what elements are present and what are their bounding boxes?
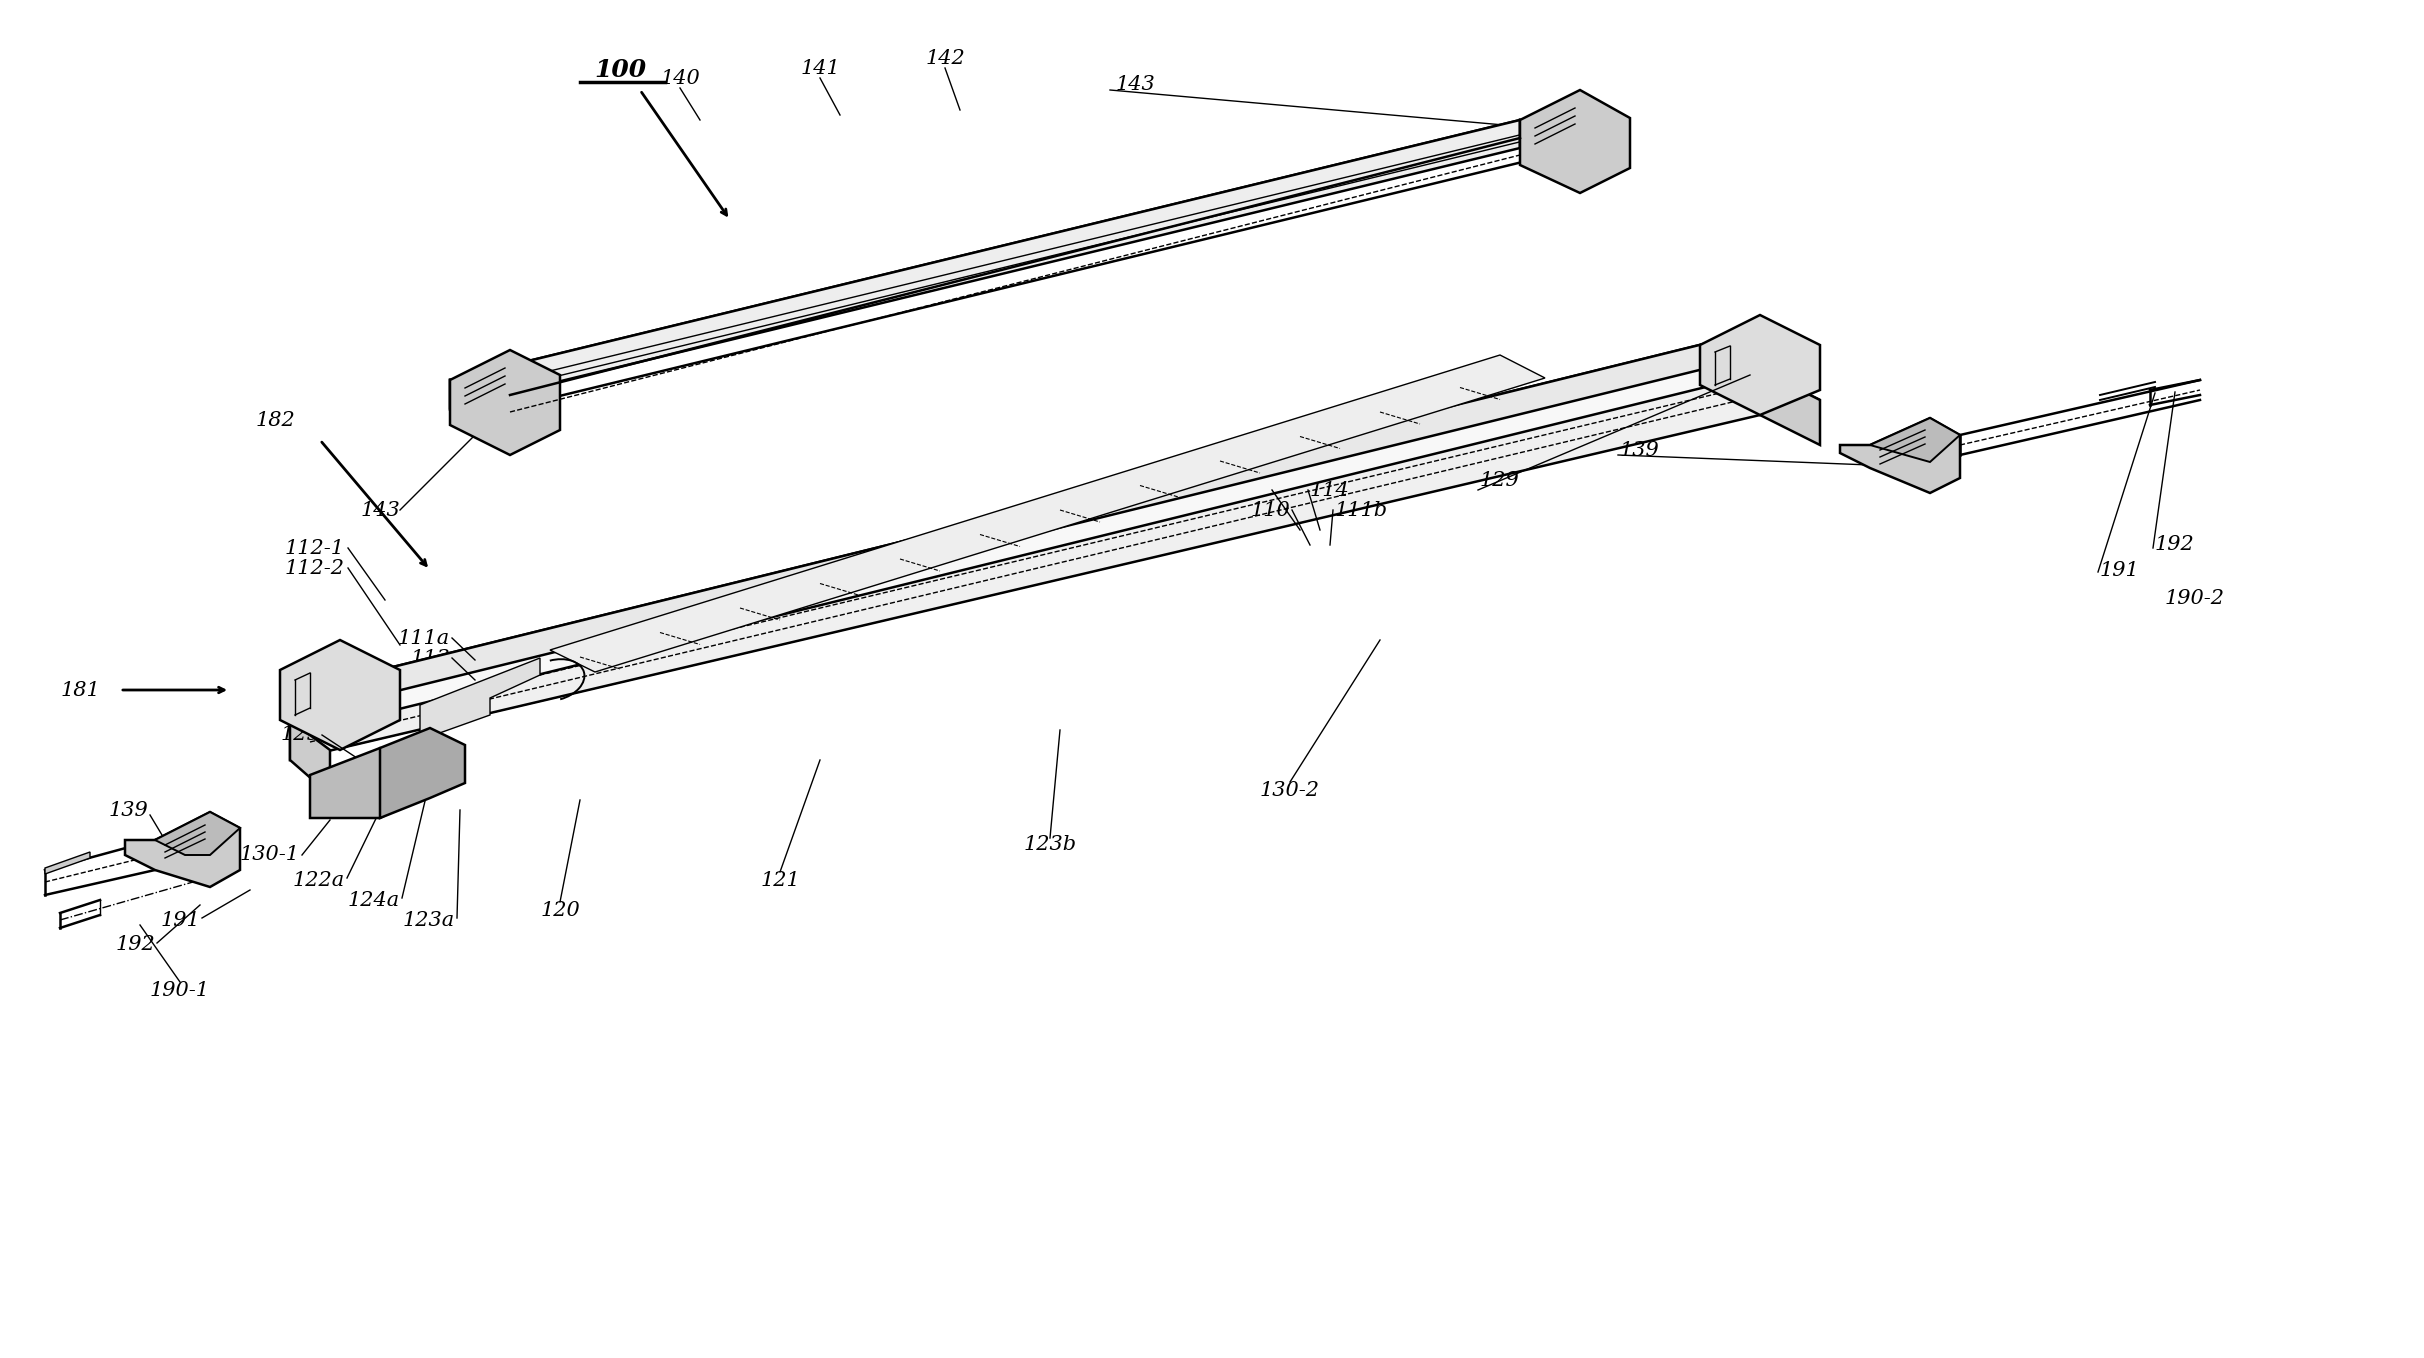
- Polygon shape: [1740, 335, 1796, 390]
- Text: 139: 139: [109, 800, 148, 819]
- Text: 190-2: 190-2: [2165, 588, 2225, 607]
- Text: 124a: 124a: [347, 891, 400, 910]
- Polygon shape: [1699, 315, 1820, 416]
- Text: 112-2: 112-2: [286, 558, 344, 577]
- Text: 111a: 111a: [398, 629, 451, 648]
- Text: 140: 140: [659, 68, 701, 87]
- Polygon shape: [1520, 120, 1580, 178]
- Text: 191: 191: [160, 910, 201, 929]
- Text: 123a: 123a: [402, 910, 456, 929]
- Polygon shape: [381, 728, 465, 818]
- Text: 114: 114: [1309, 481, 1350, 500]
- Text: 130-2: 130-2: [1260, 781, 1321, 800]
- Polygon shape: [155, 812, 240, 856]
- Polygon shape: [451, 350, 560, 455]
- Polygon shape: [291, 369, 1760, 760]
- Text: 192: 192: [2155, 535, 2194, 554]
- Text: 142: 142: [926, 49, 965, 68]
- Text: 182: 182: [255, 410, 296, 429]
- Polygon shape: [46, 851, 90, 875]
- Polygon shape: [451, 120, 1520, 407]
- Text: 122a: 122a: [293, 870, 344, 889]
- Polygon shape: [291, 720, 330, 794]
- Text: 120: 120: [541, 900, 579, 919]
- Text: 121: 121: [761, 870, 800, 889]
- Polygon shape: [1760, 369, 1820, 445]
- Text: 143: 143: [1115, 76, 1154, 95]
- Polygon shape: [291, 369, 1820, 750]
- Text: 100: 100: [594, 58, 647, 81]
- Text: 110: 110: [1251, 501, 1290, 520]
- Text: 190-1: 190-1: [150, 980, 211, 999]
- Polygon shape: [451, 380, 509, 439]
- Text: 113: 113: [410, 649, 451, 668]
- Text: 123b: 123b: [1023, 835, 1076, 854]
- Text: 139: 139: [1619, 440, 1660, 459]
- Polygon shape: [1840, 418, 1961, 493]
- Text: 141: 141: [800, 58, 839, 77]
- Text: 115: 115: [1231, 481, 1270, 500]
- Text: 112-1: 112-1: [286, 539, 344, 558]
- Polygon shape: [281, 640, 400, 750]
- Text: 191: 191: [2099, 561, 2140, 580]
- Polygon shape: [126, 812, 240, 887]
- Text: 130-1: 130-1: [240, 846, 301, 865]
- Text: 181: 181: [61, 680, 99, 699]
- Text: 129: 129: [281, 725, 320, 744]
- Polygon shape: [419, 659, 541, 740]
- Polygon shape: [339, 335, 1796, 710]
- Polygon shape: [310, 748, 415, 818]
- Text: 143: 143: [361, 501, 400, 520]
- Polygon shape: [1520, 90, 1629, 193]
- Polygon shape: [451, 120, 1580, 407]
- Text: 192: 192: [116, 936, 155, 955]
- Text: 111b: 111b: [1336, 501, 1389, 520]
- Polygon shape: [550, 354, 1544, 672]
- Text: 129: 129: [1481, 470, 1520, 489]
- Polygon shape: [1869, 418, 1961, 462]
- Polygon shape: [339, 335, 1740, 705]
